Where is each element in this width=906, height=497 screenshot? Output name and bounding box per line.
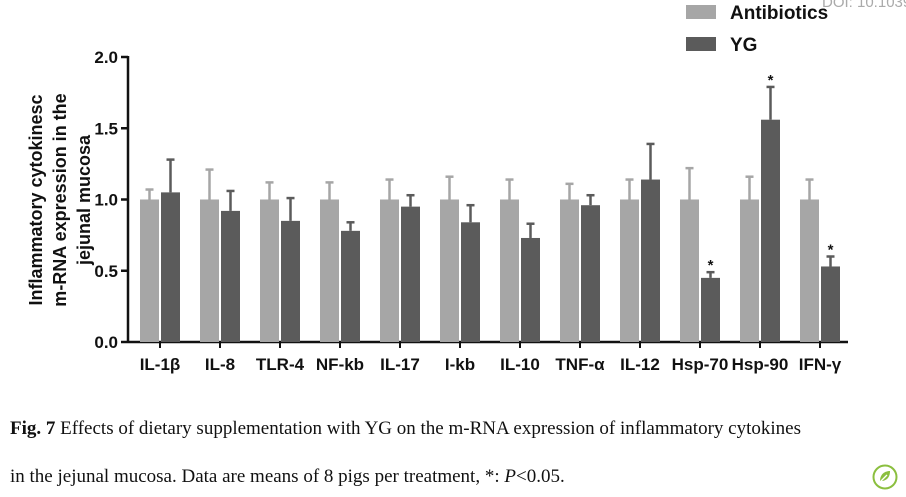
- y-tick-label: 0.0: [94, 333, 118, 352]
- x-tick-label: IL-1β: [140, 355, 181, 374]
- doi-fragment: DOI: 10.1039/C: [822, 0, 906, 11]
- bar: [641, 179, 660, 342]
- legend-label: Antibiotics: [730, 3, 828, 24]
- x-tick-label: TLR-4: [256, 355, 305, 374]
- p-symbol: P: [504, 466, 516, 487]
- x-tick-label: IL-8: [205, 355, 235, 374]
- legend-swatch: [686, 5, 716, 19]
- bar: [320, 199, 339, 342]
- bar: [800, 199, 819, 342]
- bar: [260, 199, 279, 342]
- legend-label: YG: [730, 35, 757, 56]
- bar: [620, 199, 639, 342]
- legend-swatch: [686, 37, 716, 51]
- x-tick-label: IL-17: [380, 355, 420, 374]
- significance-marker: *: [768, 72, 774, 89]
- bar: [500, 199, 519, 342]
- significance-marker: *: [708, 257, 714, 274]
- y-axis-label: Inflammatory cytokinesc m-RNA expression …: [26, 93, 94, 306]
- bar: [161, 192, 180, 342]
- bar: [380, 199, 399, 342]
- caption-text-1: Effects of dietary supplementation with …: [55, 418, 801, 439]
- bar-chart: Inflammatory cytokinesc m-RNA expression …: [26, 3, 848, 374]
- bar: [581, 205, 600, 342]
- caption-line-2: in the jejunal mucosa. Data are means of…: [10, 466, 565, 488]
- bars: * * *: [140, 72, 840, 342]
- bar: [701, 277, 720, 342]
- x-tick-label: IL-12: [620, 355, 660, 374]
- y-tick-label: 1.5: [94, 119, 118, 138]
- bar: [341, 230, 360, 342]
- bar: [521, 237, 540, 342]
- bar: [401, 206, 420, 342]
- legend: Antibiotics YG: [686, 3, 828, 56]
- y-axis-label-line: m-RNA expression in the: [50, 93, 70, 306]
- figure-label: Fig. 7: [10, 418, 56, 439]
- x-tick-label: Hsp-70: [672, 355, 729, 374]
- bar: [461, 222, 480, 342]
- bar: [281, 220, 300, 342]
- y-axis-label-line: jejunal mucosa: [74, 134, 94, 266]
- caption-text-2: in the jejunal mucosa. Data are means of…: [10, 466, 505, 487]
- bar: [221, 210, 240, 342]
- caption-text-3: <0.05.: [515, 466, 565, 487]
- y-tick-label: 2.0: [94, 48, 118, 67]
- bar: [680, 199, 699, 342]
- bar: [761, 119, 780, 342]
- axes: 0.0 0.5 1.0 1.5 2.0: [94, 48, 848, 352]
- x-tick-label: IFN-γ: [799, 355, 842, 374]
- x-tick-label: NF-kb: [316, 355, 364, 374]
- x-tick-label: TNF-α: [555, 355, 605, 374]
- x-tick-label: Hsp-90: [732, 355, 789, 374]
- y-tick-label: 0.5: [94, 262, 118, 281]
- y-axis-label-line: Inflammatory cytokinesc: [26, 94, 46, 305]
- leaf-badge-icon[interactable]: [872, 464, 898, 490]
- bar: [740, 199, 759, 342]
- bar: [440, 199, 459, 342]
- significance-marker: *: [828, 242, 834, 259]
- bar: [200, 199, 219, 342]
- y-tick-label: 1.0: [94, 191, 118, 210]
- bar: [140, 199, 159, 342]
- x-tick-label: IL-10: [500, 355, 540, 374]
- bar: [821, 266, 840, 342]
- x-tick-labels: IL-1β IL-8 TLR-4 NF-kb IL-17 I-kb IL-10 TNF-α IL…: [140, 342, 842, 374]
- caption-line-1: Fig. 7 Effects of dietary supplementatio…: [10, 418, 801, 440]
- x-tick-label: I-kb: [445, 355, 475, 374]
- bar: [560, 199, 579, 342]
